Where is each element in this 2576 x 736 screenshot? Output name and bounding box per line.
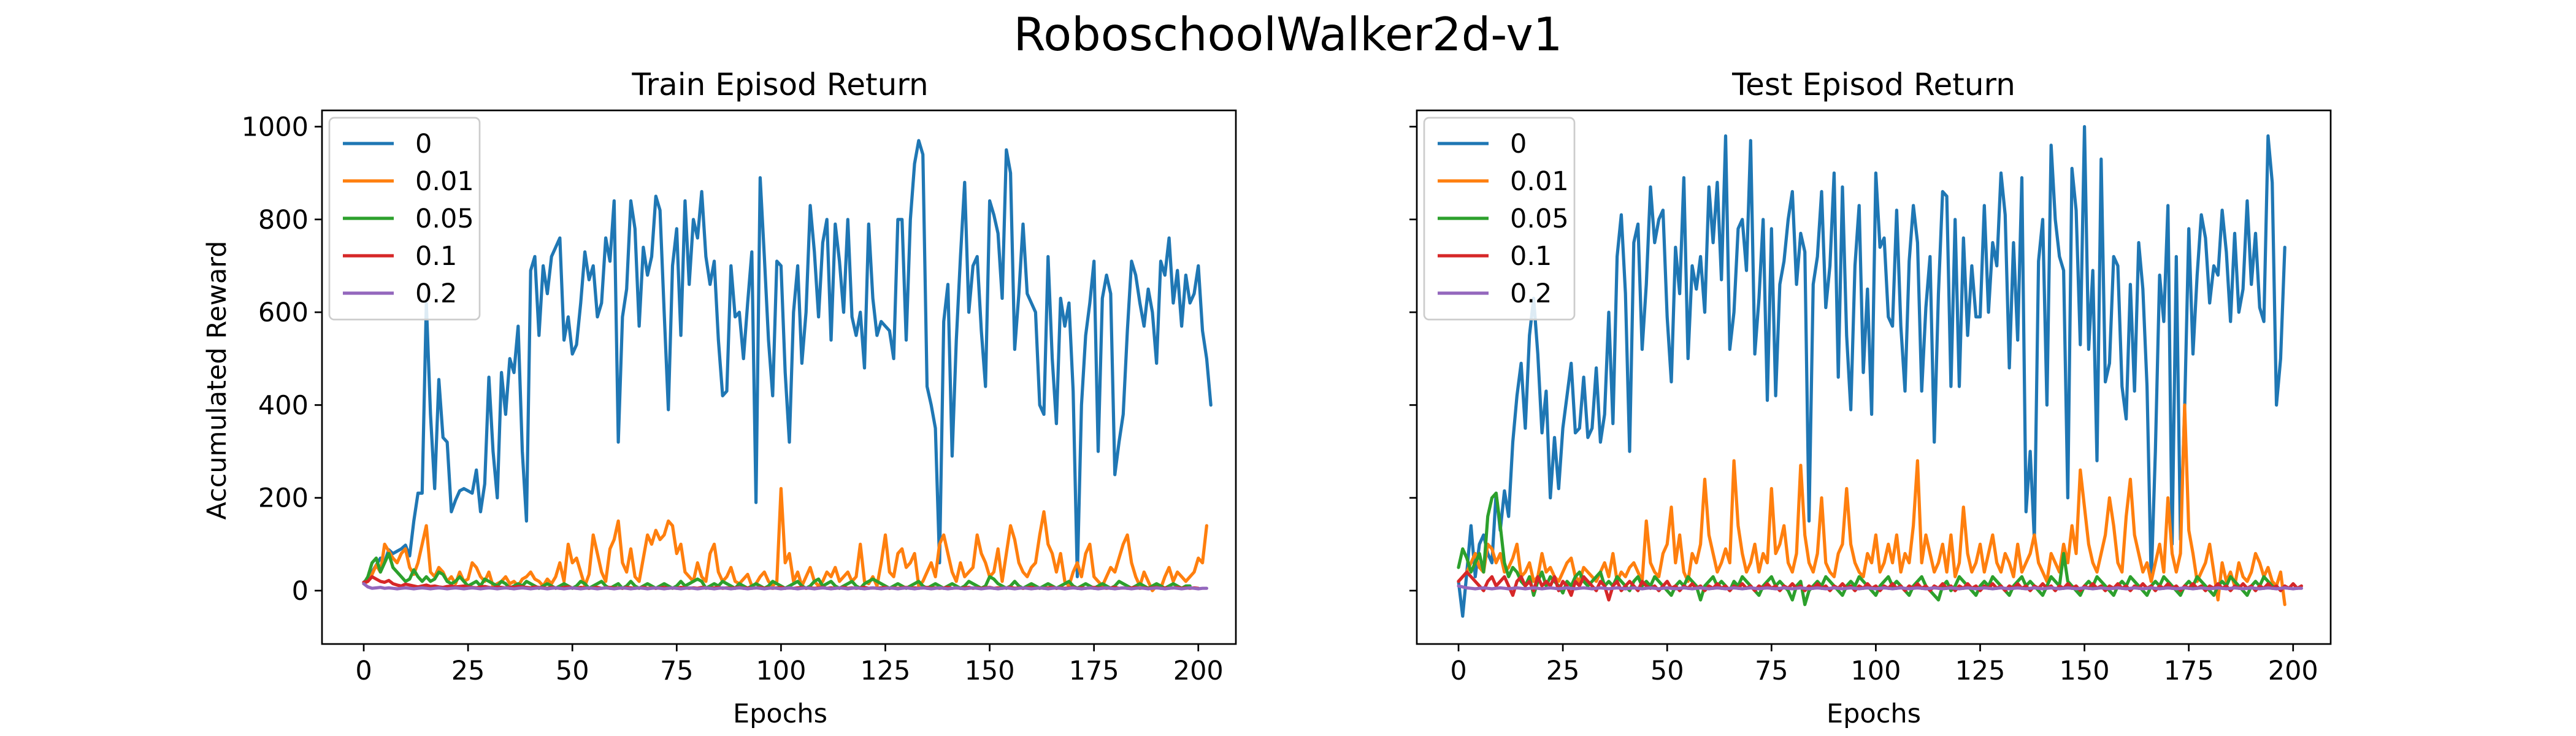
- train-plot-frame: [321, 109, 1237, 645]
- train-series-line-0_2: [362, 582, 1209, 591]
- test-series-line-0_1: [1457, 570, 2303, 602]
- train-x-tick-label: 0: [355, 656, 372, 686]
- test-x-tick-label: 100: [1850, 656, 1901, 686]
- train-x-tick-label: 100: [756, 656, 806, 686]
- test-legend-label-0_1: 0.1: [1510, 241, 1552, 272]
- train-series-line-0: [362, 139, 1213, 585]
- train-y-tick-label: 200: [258, 483, 309, 514]
- test-x-tick-label: 50: [1650, 656, 1684, 686]
- train-x-tick-label: 125: [860, 656, 910, 686]
- train-x-axis-label: Epochs: [733, 699, 827, 729]
- test-episode-return-panel: Test Episod Return Epochs 0 25 50 75 100 125 1…: [1409, 67, 2332, 729]
- train-x-tick-label: 25: [451, 656, 485, 686]
- train-y-tick-label: 600: [258, 297, 309, 328]
- test-legend-label-0_01: 0.01: [1510, 166, 1569, 197]
- test-x-axis-label: Epochs: [1827, 699, 1921, 729]
- test-x-tick-label: 175: [2164, 656, 2214, 686]
- train-y-tick-label: 800: [258, 205, 309, 236]
- train-legend-label-0_2: 0.2: [415, 278, 457, 309]
- test-legend: [1423, 117, 1576, 321]
- test-x-tick-label: 25: [1546, 656, 1580, 686]
- train-x-tick-label: 200: [1173, 656, 1224, 686]
- train-y-axis-label: Accumulated Reward: [202, 240, 232, 519]
- test-x-tick-label: 150: [2060, 656, 2110, 686]
- train-legend-label-0_1: 0.1: [415, 241, 457, 272]
- test-legend-label-0: 0: [1510, 129, 1527, 159]
- test-series-line-0_01: [1457, 403, 2287, 607]
- test-series-line-0_2: [1457, 584, 2303, 591]
- train-legend-label-0: 0: [415, 129, 432, 159]
- test-x-tick-label: 125: [1955, 656, 2005, 686]
- test-legend-label-0_2: 0.2: [1510, 278, 1552, 309]
- train-y-tick-label: 0: [292, 576, 309, 607]
- train-panel-title: Train Episod Return: [631, 67, 928, 102]
- test-series-line-0: [1457, 125, 2287, 618]
- train-episode-return-panel: Train Episod Return Epochs Accumulated R…: [202, 67, 1237, 729]
- train-y-tick-label: 1000: [242, 112, 309, 142]
- test-x-tick-label: 75: [1755, 656, 1788, 686]
- train-x-tick-label: 150: [965, 656, 1015, 686]
- train-x-tick-label: 50: [556, 656, 589, 686]
- train-x-tick-label: 175: [1069, 656, 1119, 686]
- test-panel-title: Test Episod Return: [1731, 67, 2015, 102]
- test-x-tick-label: 0: [1450, 656, 1466, 686]
- train-legend-label-0_01: 0.01: [415, 166, 474, 197]
- train-x-tick-label: 75: [660, 656, 694, 686]
- test-legend-label-0_05: 0.05: [1510, 204, 1569, 234]
- figure-title: RoboschoolWalker2d-v1: [1014, 7, 1563, 61]
- train-y-tick-label: 400: [258, 390, 309, 421]
- train-legend-label-0_05: 0.05: [415, 204, 474, 234]
- test-x-tick-label: 200: [2268, 656, 2318, 686]
- test-plot-frame: [1416, 109, 2332, 645]
- train-legend: [328, 117, 481, 321]
